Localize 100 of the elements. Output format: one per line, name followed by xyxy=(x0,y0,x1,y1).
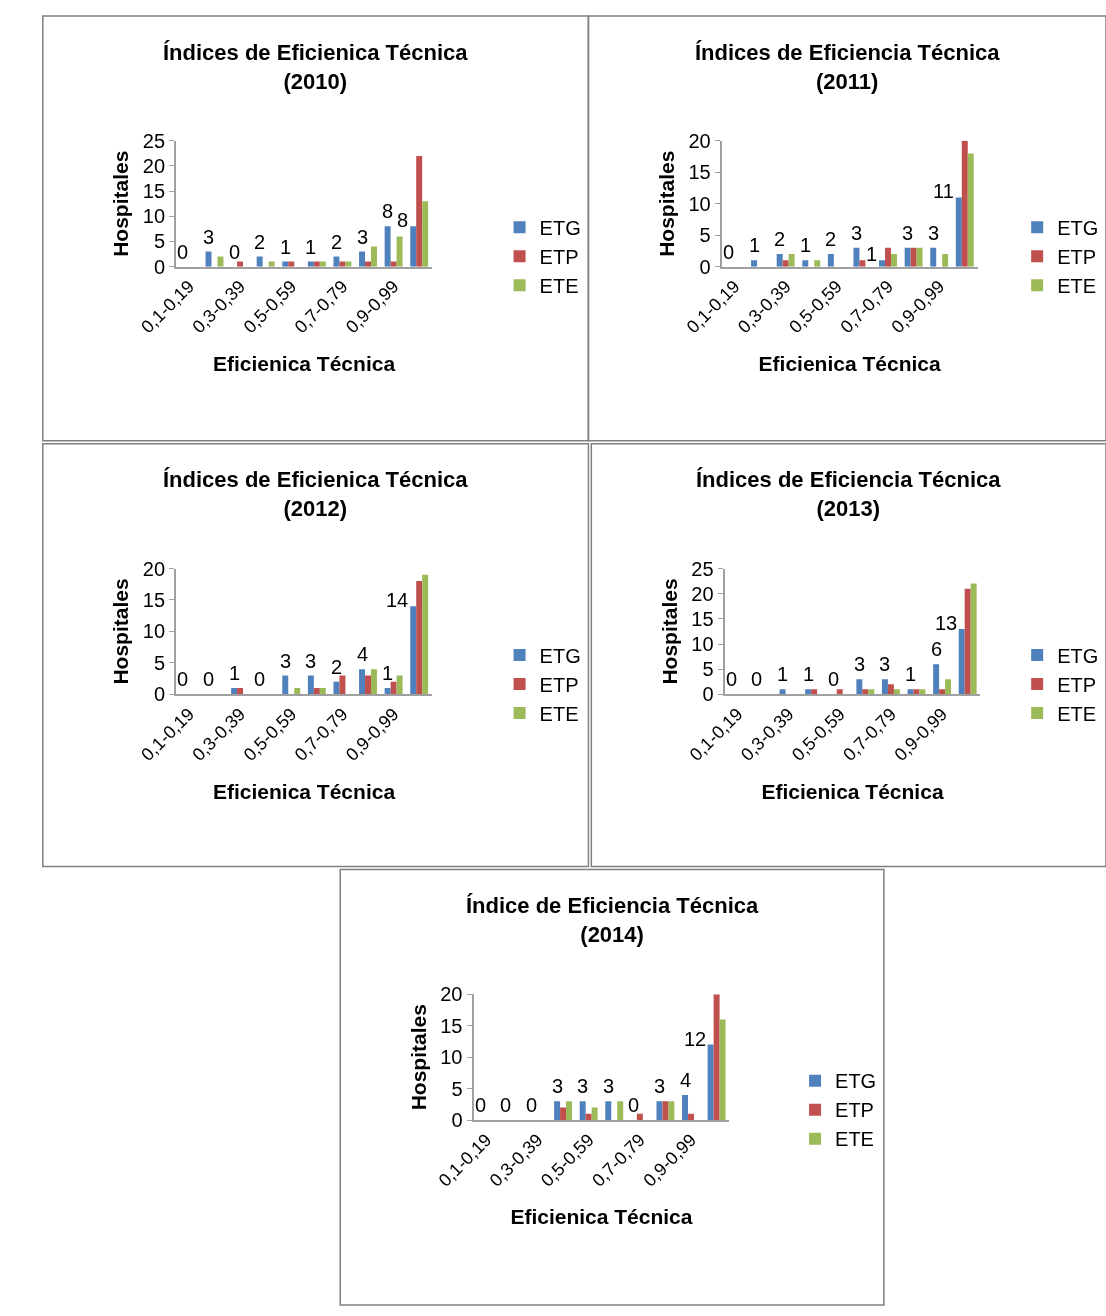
legend-label: ETE xyxy=(1057,274,1097,297)
bar xyxy=(256,256,263,267)
data-label: 8 xyxy=(382,200,394,222)
data-label: 1 xyxy=(905,663,917,685)
y-tick-label: 15 xyxy=(142,180,166,203)
bar xyxy=(961,140,968,267)
bar xyxy=(955,197,962,267)
legend-label: ETG xyxy=(1057,216,1099,239)
data-label: 14 xyxy=(386,589,409,611)
bar xyxy=(890,254,897,267)
bar xyxy=(371,669,377,695)
legend-label: ETG xyxy=(539,216,581,239)
bar xyxy=(359,669,366,695)
bar xyxy=(231,688,238,695)
bar xyxy=(384,688,391,695)
y-axis-title: Hospitales xyxy=(406,1004,430,1111)
bar xyxy=(707,1044,714,1121)
y-tick-label: 5 xyxy=(153,230,166,253)
y-tick-label: 5 xyxy=(451,1077,463,1100)
data-label: 3 xyxy=(654,1075,666,1097)
x-axis-title: Eficienica Técnica xyxy=(758,351,941,375)
bar xyxy=(814,260,821,267)
y-tick-label: 10 xyxy=(142,205,166,228)
data-label: 0 xyxy=(628,1094,640,1116)
data-label: 3 xyxy=(577,1075,589,1097)
bar xyxy=(217,256,224,267)
bar xyxy=(964,588,971,695)
data-label: 13 xyxy=(935,612,958,634)
y-tick-label: 25 xyxy=(142,129,166,152)
y-tick-label: 25 xyxy=(691,557,714,580)
legend-label: ETP xyxy=(835,1099,874,1122)
bar xyxy=(307,675,314,695)
bar xyxy=(862,689,869,695)
y-tick-label: 0 xyxy=(153,683,166,706)
legend-label: ETG xyxy=(1057,644,1099,667)
data-label: 12 xyxy=(684,1028,707,1050)
data-label: 1 xyxy=(800,234,812,256)
bar xyxy=(958,628,965,695)
data-label: 0 xyxy=(229,241,241,263)
bar xyxy=(713,994,720,1121)
legend-label: ETG xyxy=(539,644,581,667)
bar xyxy=(916,247,923,267)
y-tick-label: 20 xyxy=(688,129,711,152)
bar xyxy=(859,260,866,267)
data-label: 1 xyxy=(749,234,761,256)
data-label: 0 xyxy=(254,668,266,690)
data-label: 0 xyxy=(203,668,215,690)
bar xyxy=(662,1101,669,1121)
data-label: 3 xyxy=(552,1075,564,1097)
bar xyxy=(319,688,326,695)
legend-label: ETP xyxy=(1057,245,1097,268)
data-label: 3 xyxy=(305,650,317,672)
y-axis-title: Hospitales xyxy=(109,578,133,685)
bar xyxy=(688,1113,694,1121)
y-tick-label: 20 xyxy=(142,154,166,177)
bar xyxy=(887,684,894,695)
y-tick-label: 15 xyxy=(440,1014,463,1037)
bar xyxy=(359,251,366,267)
bar xyxy=(605,1101,612,1121)
data-label: 11 xyxy=(933,180,954,202)
data-label: 0 xyxy=(726,668,738,690)
data-label: 2 xyxy=(331,231,343,253)
data-label: 1 xyxy=(305,236,317,258)
bar xyxy=(802,260,809,267)
data-label: 3 xyxy=(203,226,215,248)
bar xyxy=(390,681,397,695)
bar xyxy=(554,1101,561,1121)
bar xyxy=(719,1019,726,1121)
data-label: 8 xyxy=(397,209,409,231)
bar xyxy=(919,689,926,695)
y-tick-label: 10 xyxy=(688,192,711,215)
data-label: 2 xyxy=(774,228,786,250)
bar xyxy=(416,581,423,695)
bar xyxy=(933,664,940,695)
bar xyxy=(751,260,758,267)
legend-label: ETE xyxy=(539,702,579,725)
bar xyxy=(416,155,423,267)
data-label: 3 xyxy=(879,653,891,675)
data-label: 0 xyxy=(751,668,763,690)
data-label: 3 xyxy=(357,226,369,248)
bar xyxy=(881,679,888,695)
bar xyxy=(313,688,320,695)
data-label: 3 xyxy=(603,1075,615,1097)
bar xyxy=(836,689,843,695)
bar xyxy=(868,689,875,695)
chart-title: Índices de Eficienica Técnica (2012) xyxy=(163,467,469,521)
bar xyxy=(560,1107,567,1121)
y-tick-label: 5 xyxy=(699,224,711,247)
bar xyxy=(591,1107,598,1121)
bar xyxy=(396,236,403,267)
data-label: 1 xyxy=(382,662,394,684)
chart-title: Índices de Eficiencia Técnica (2013) xyxy=(696,467,1002,521)
data-label: 1 xyxy=(777,663,789,685)
bar xyxy=(636,1113,643,1121)
bar xyxy=(904,247,911,267)
legend-label: ETE xyxy=(1057,702,1097,725)
x-axis-title: Eficienica Técnica xyxy=(212,779,396,803)
bar xyxy=(365,675,371,695)
data-label: 0 xyxy=(475,1094,487,1116)
legend-label: ETG xyxy=(835,1070,877,1093)
